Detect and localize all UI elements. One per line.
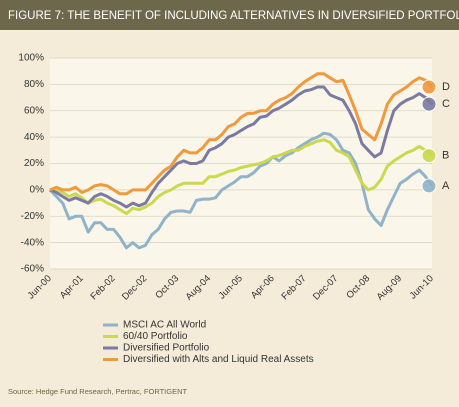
end-label: B xyxy=(442,149,449,161)
x-tick-label: Aug-09 xyxy=(375,273,404,302)
x-tick-label: Dec-02 xyxy=(120,273,149,302)
x-tick-label: Oct-03 xyxy=(153,273,181,301)
series-line xyxy=(48,131,434,250)
end-label: C xyxy=(442,98,450,110)
end-marker xyxy=(421,178,437,194)
y-tick-label: -20% xyxy=(21,211,44,222)
title-bar xyxy=(0,0,459,30)
x-tick-label: Jun-05 xyxy=(217,273,245,301)
legend-label: MSCI AC All World xyxy=(123,320,206,331)
x-tick-label: Jun-00 xyxy=(26,273,54,301)
end-label: A xyxy=(442,180,450,192)
x-tick-label: Apr-01 xyxy=(58,273,86,301)
x-tick-label: Aug-04 xyxy=(184,273,213,302)
y-tick-label: -40% xyxy=(21,237,44,248)
end-marker xyxy=(421,148,437,164)
x-tick-label: Oct-08 xyxy=(344,273,372,301)
x-tick-label: Jun-10 xyxy=(408,273,436,301)
x-tick-label: Feb-07 xyxy=(279,273,308,302)
source-note: Source: Hedge Fund Research, Pertrac, FO… xyxy=(8,387,188,396)
legend-label: 60/40 Portfolio xyxy=(123,331,188,342)
end-marker xyxy=(421,79,437,95)
y-tick-label: 100% xyxy=(18,53,44,64)
x-tick-label: Apr-06 xyxy=(249,273,277,301)
y-tick-label: 0% xyxy=(30,185,45,196)
x-tick-label: Dec-07 xyxy=(311,273,340,302)
series-line xyxy=(50,138,433,216)
y-tick-label: 80% xyxy=(24,79,44,90)
y-tick-label: 20% xyxy=(24,158,44,169)
end-marker xyxy=(421,96,437,112)
y-tick-label: -60% xyxy=(21,264,44,275)
y-tick-label: 60% xyxy=(24,105,44,116)
series-line xyxy=(49,72,434,196)
legend-label: Diversified Portfolio xyxy=(123,343,210,354)
legend-label: Diversified with Alts and Liquid Real As… xyxy=(123,354,314,365)
series-line xyxy=(49,85,434,209)
x-tick-label: Feb-02 xyxy=(88,273,117,302)
chart-title: FIGURE 7: THE BENEFIT OF INCLUDING ALTER… xyxy=(8,10,459,22)
end-label: D xyxy=(442,81,450,93)
y-tick-label: 40% xyxy=(24,132,44,143)
